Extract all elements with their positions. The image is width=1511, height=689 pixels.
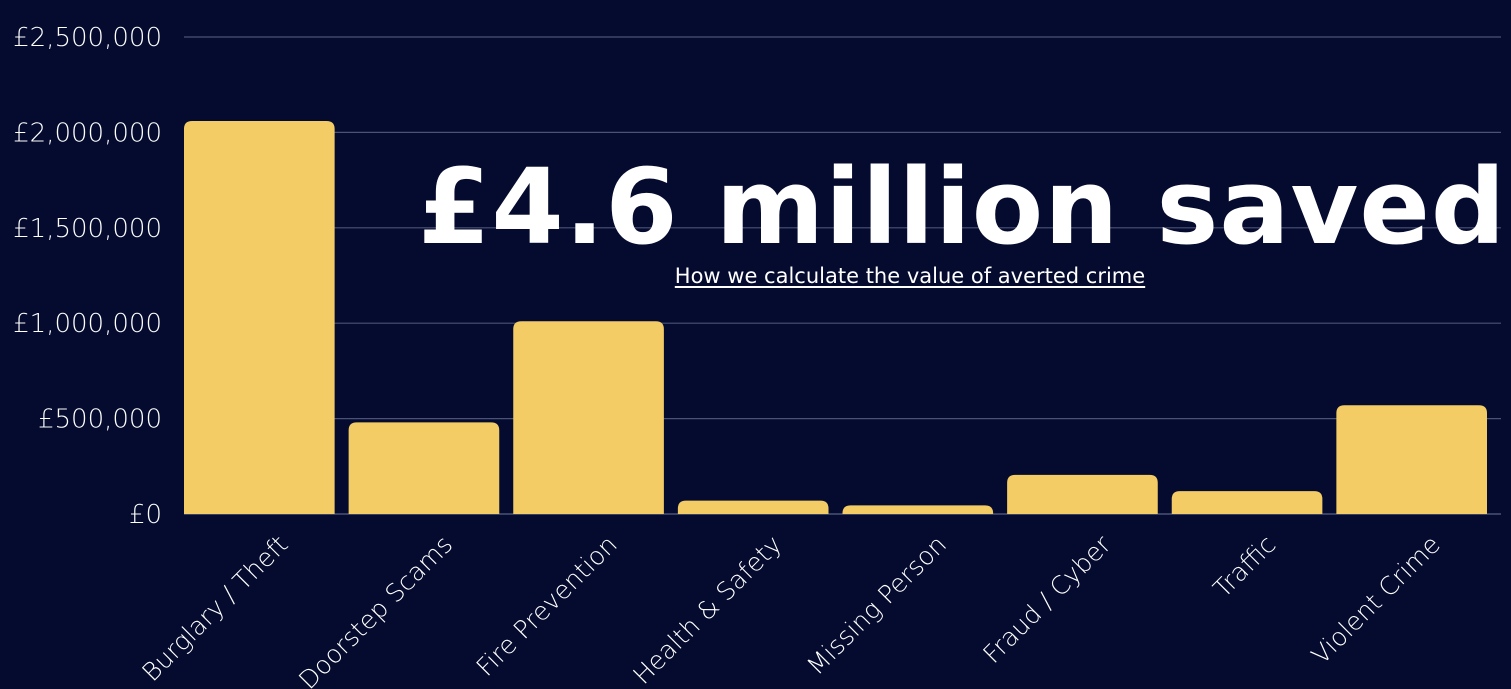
bar [1007,474,1158,514]
x-tick-label: Violent Crime [1306,530,1446,670]
x-tick-label: Traffic [1208,530,1282,604]
calculation-method-link[interactable]: How we calculate the value of averted cr… [674,264,1146,288]
bar [1171,491,1323,514]
y-tick-label: £1,000,000 [13,309,162,339]
bar [1336,405,1487,514]
x-tick-label: Fraud / Cyber [977,529,1117,669]
y-tick-label: £2,000,000 [13,118,162,148]
headline: £4.6 million saved [418,146,1507,268]
y-tick-label: £500,000 [38,405,162,435]
y-tick-label: £1,500,000 [13,214,162,244]
bar [842,505,994,514]
x-tick-label: Missing Person [801,530,952,681]
bar [513,321,664,514]
y-tick-label: £2,500,000 [13,23,162,53]
x-tick-label: Doorstep Scams [293,530,458,689]
x-tick-label: Health & Safety [627,530,787,689]
bar [348,422,500,514]
bar [677,500,829,514]
x-tick-label: Fire Prevention [471,530,623,682]
bar [184,120,335,515]
y-tick-label: £0 [129,500,162,530]
x-tick-label: Burglary / Theft [136,530,293,687]
